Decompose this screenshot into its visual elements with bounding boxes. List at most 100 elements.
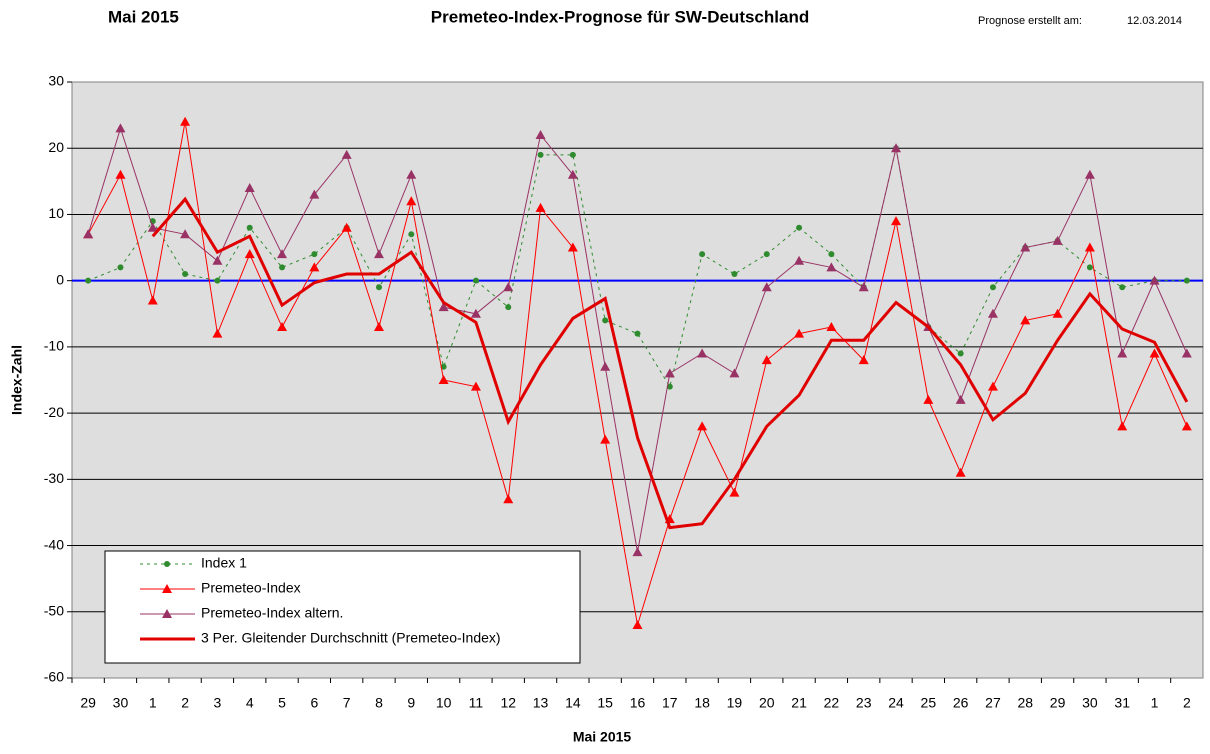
chart-title: Premeteo-Index-Prognose für SW-Deutschla…: [431, 7, 809, 26]
x-tick-label: 19: [727, 695, 743, 711]
y-tick-label: -10: [44, 338, 64, 354]
point-marker: [537, 151, 544, 158]
point-marker: [115, 123, 126, 133]
x-tick-label: 10: [436, 695, 452, 711]
header-left: Mai 2015: [108, 7, 179, 26]
x-tick-label: 2: [1183, 695, 1191, 711]
x-tick-label: 1: [1151, 695, 1159, 711]
x-tick-label: 4: [246, 695, 254, 711]
point-marker: [729, 368, 740, 378]
series-line: [87, 148, 1187, 388]
point-marker: [503, 282, 514, 292]
legend-label: Premeteo-Index: [201, 580, 301, 596]
point-marker: [408, 231, 415, 238]
x-tick-label: 26: [953, 695, 969, 711]
point-marker: [826, 262, 837, 272]
point-marker: [666, 383, 673, 390]
point-marker: [438, 302, 449, 312]
point-marker: [472, 277, 479, 284]
x-tick-label: 1: [149, 695, 157, 711]
point-marker: [341, 149, 352, 159]
x-tick-label: 24: [888, 695, 904, 711]
point-marker: [699, 251, 706, 258]
point-marker: [309, 189, 320, 199]
point-marker: [632, 547, 643, 557]
x-tick-label: 17: [662, 695, 678, 711]
series-line: [151, 196, 1189, 530]
point-marker: [147, 222, 158, 232]
point-marker: [1052, 308, 1063, 318]
point-marker: [83, 229, 94, 239]
point-marker: [244, 182, 255, 192]
point-marker: [1117, 421, 1128, 431]
point-marker: [309, 262, 320, 272]
x-tick-label: 6: [310, 695, 318, 711]
point-marker: [115, 169, 126, 179]
point-marker: [85, 277, 92, 284]
x-tick-label: 29: [1050, 695, 1066, 711]
point-marker: [567, 242, 578, 252]
point-marker: [600, 361, 611, 371]
legend-label: Index 1: [201, 555, 247, 571]
point-marker: [1181, 421, 1192, 431]
point-marker: [957, 350, 964, 357]
point-marker: [634, 330, 641, 337]
point-marker: [535, 129, 546, 139]
point-marker: [761, 282, 772, 292]
point-marker: [729, 487, 740, 497]
point-marker: [440, 363, 447, 370]
point-marker: [826, 322, 837, 332]
point-marker: [311, 251, 318, 258]
point-marker: [214, 277, 221, 284]
x-tick-label: 2: [181, 695, 189, 711]
point-marker: [1149, 275, 1160, 285]
x-tick-label: 15: [597, 695, 613, 711]
point-marker: [632, 620, 643, 630]
x-tick-label: 28: [1017, 695, 1033, 711]
point-marker: [535, 202, 546, 212]
x-tick-label: 25: [921, 695, 937, 711]
point-marker: [697, 421, 708, 431]
y-tick-label: -40: [44, 536, 64, 552]
y-tick-label: 10: [48, 205, 64, 221]
point-marker: [503, 494, 514, 504]
legend-label: Premeteo-Index altern.: [201, 605, 343, 621]
point-marker: [796, 224, 803, 231]
point-marker: [602, 317, 609, 324]
point-marker: [162, 609, 172, 618]
y-tick-label: -20: [44, 404, 64, 420]
point-marker: [987, 381, 998, 391]
point-marker: [858, 355, 869, 365]
point-marker: [664, 368, 675, 378]
point-marker: [697, 348, 708, 358]
x-tick-label: 22: [824, 695, 840, 711]
y-tick-label: 20: [48, 139, 64, 155]
point-marker: [923, 394, 934, 404]
point-marker: [180, 116, 191, 126]
point-marker: [117, 264, 124, 271]
x-tick-label: 11: [469, 695, 484, 711]
x-tick-label: 31: [1114, 695, 1130, 711]
point-marker: [761, 355, 772, 365]
point-marker: [1183, 277, 1190, 284]
y-axis-label: Index-Zahl: [9, 345, 25, 415]
point-marker: [438, 375, 449, 384]
x-tick-label: 30: [113, 695, 129, 711]
point-marker: [891, 216, 902, 226]
legend-label: 3 Per. Gleitender Durchschnitt (Premeteo…: [201, 630, 501, 646]
point-marker: [373, 249, 384, 259]
point-marker: [1181, 348, 1192, 358]
point-marker: [212, 255, 223, 265]
point-marker: [277, 322, 288, 332]
point-marker: [569, 151, 576, 158]
point-marker: [1149, 348, 1160, 358]
point-marker: [1117, 348, 1128, 358]
x-axis-label: Mai 2015: [573, 729, 632, 745]
point-marker: [1086, 264, 1093, 271]
point-marker: [763, 251, 770, 258]
point-marker: [182, 271, 189, 278]
legend-box: [104, 550, 581, 664]
point-marker: [375, 284, 382, 291]
point-marker: [279, 264, 286, 271]
